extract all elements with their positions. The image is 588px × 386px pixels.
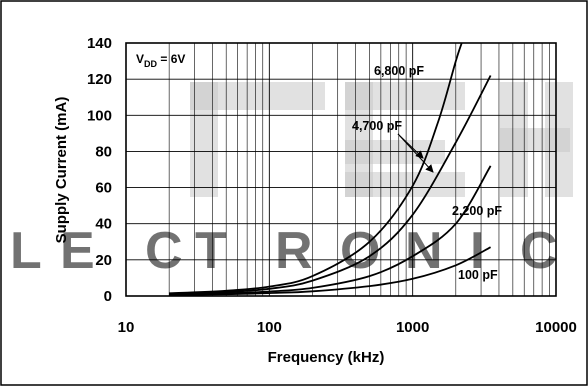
series-label: 2,200 pF bbox=[452, 204, 502, 218]
y-tick-label: 120 bbox=[87, 71, 112, 88]
watermark-letter: T bbox=[195, 222, 227, 280]
grid bbox=[125, 42, 557, 297]
y-tick-label: 40 bbox=[95, 216, 112, 233]
pointer-arrow bbox=[397, 133, 434, 173]
y-tick-label: 60 bbox=[95, 180, 112, 197]
watermark-letter: R bbox=[275, 222, 313, 280]
series-line bbox=[169, 246, 492, 296]
series-line bbox=[169, 165, 492, 296]
x-axis-title: Frequency (kHz) bbox=[268, 349, 385, 366]
watermark-letter: E bbox=[60, 222, 95, 280]
x-tick-label: 100 bbox=[257, 319, 282, 336]
plot-frame bbox=[125, 42, 557, 297]
y-tick-label: 20 bbox=[95, 252, 112, 269]
series-line bbox=[169, 42, 463, 295]
tick-labels: 10 100 1000 10000 0 20 40 60 80 100 120 140 bbox=[87, 35, 577, 336]
watermark-block bbox=[500, 128, 570, 152]
x-tick-label: 1000 bbox=[396, 319, 429, 336]
series-label: 4,700 pF bbox=[352, 119, 402, 133]
watermark-letter: C bbox=[520, 222, 558, 280]
series-line bbox=[169, 75, 492, 295]
x-tick-label: 10000 bbox=[535, 319, 577, 336]
condition-label: VDD = 6V bbox=[136, 52, 185, 69]
watermark-letter: O bbox=[340, 222, 380, 280]
x-tick-label: 10 bbox=[118, 319, 135, 336]
y-tick-label: 0 bbox=[104, 288, 112, 305]
y-tick-label: 80 bbox=[95, 143, 112, 160]
y-tick-label: 140 bbox=[87, 35, 112, 52]
y-tick-label: 100 bbox=[87, 107, 112, 124]
watermark-letter: N bbox=[405, 222, 443, 280]
watermark-letter: L bbox=[10, 222, 42, 280]
watermark-block bbox=[345, 172, 465, 197]
series-label: 6,800 pF bbox=[374, 64, 424, 78]
series-layer bbox=[169, 42, 492, 296]
series-label: 100 pF bbox=[458, 268, 498, 282]
y-axis-title: Supply Current (mA) bbox=[53, 97, 70, 244]
series-labels: 6,800 pF 4,700 pF 2,200 pF 100 pF bbox=[352, 64, 502, 282]
watermark-letter: C bbox=[145, 222, 183, 280]
